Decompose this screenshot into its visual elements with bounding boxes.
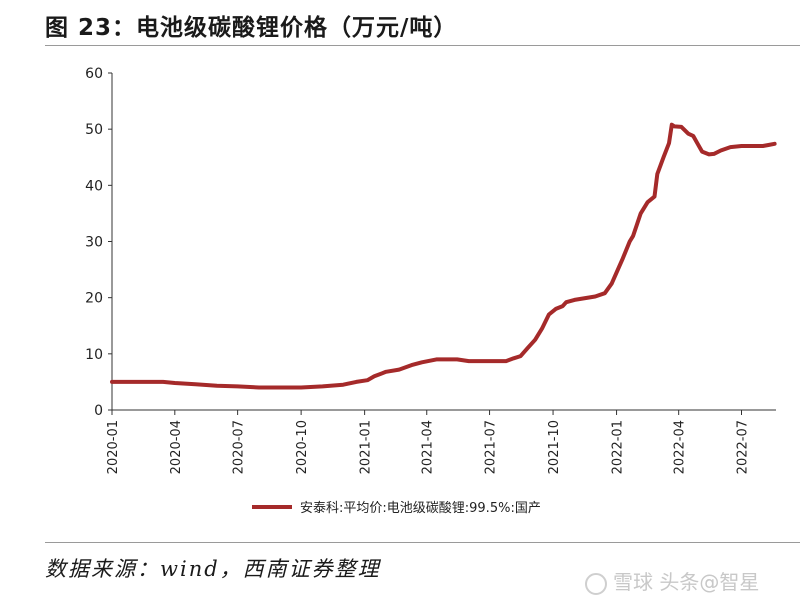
y-tick-label: 40 xyxy=(85,178,103,194)
watermark-logo-icon xyxy=(585,572,607,595)
page-title: 图 23：电池级碳酸锂价格（万元/吨） xyxy=(45,15,458,41)
x-tick-label: 2020-04 xyxy=(169,420,184,474)
y-tick-label: 50 xyxy=(85,122,103,138)
watermark-text: 雪球 头条@智星 xyxy=(613,570,760,594)
x-tick-label: 2022-07 xyxy=(735,420,750,474)
legend: 安泰科:平均价:电池级碳酸锂:99.5%:国产 xyxy=(252,501,541,516)
x-tick-label: 2021-10 xyxy=(547,420,562,474)
y-tick-label: 20 xyxy=(85,291,103,307)
y-tick-label: 0 xyxy=(94,403,103,419)
watermark: 雪球 头条@智星 xyxy=(585,566,759,595)
x-tick-label: 2021-07 xyxy=(484,420,499,474)
title-divider xyxy=(45,45,800,46)
x-tick-label: 2022-01 xyxy=(611,420,626,474)
y-tick-label: 30 xyxy=(85,235,103,251)
x-tick-label: 2022-04 xyxy=(673,420,688,474)
x-tick-label: 2020-01 xyxy=(106,420,121,474)
x-tick-label: 2021-04 xyxy=(421,420,436,474)
footer-divider xyxy=(45,542,800,543)
series-line xyxy=(110,122,777,390)
legend-label: 安泰科:平均价:电池级碳酸锂:99.5%:国产 xyxy=(300,501,541,516)
data-source: 数据来源：wind，西南证券整理 xyxy=(45,557,381,581)
y-tick-labels: 0 10 20 30 40 50 60 xyxy=(85,66,103,419)
x-tick-label: 2020-07 xyxy=(232,420,247,474)
x-tick-label: 2021-01 xyxy=(359,420,374,474)
x-tick-labels: 2020-01 2020-04 2020-07 2020-10 2021-01 2021-… xyxy=(106,420,750,474)
y-tick-label: 60 xyxy=(85,66,103,82)
axes xyxy=(108,72,776,415)
y-tick-label: 10 xyxy=(85,347,103,363)
x-tick-label: 2020-10 xyxy=(295,420,310,474)
